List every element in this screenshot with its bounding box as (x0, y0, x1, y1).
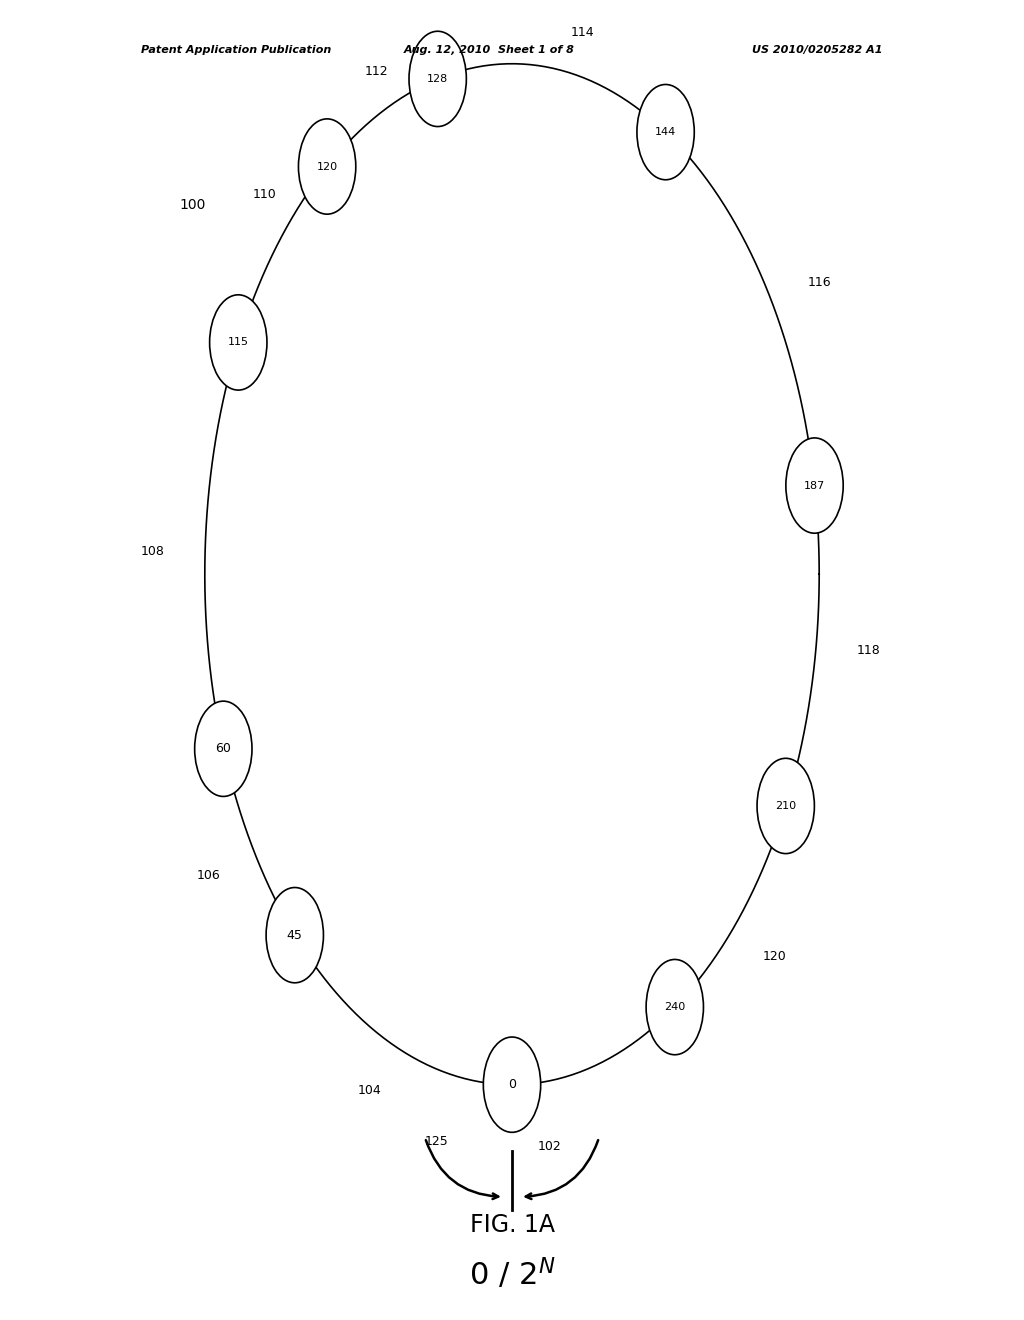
Ellipse shape (266, 887, 324, 983)
Text: 102: 102 (538, 1140, 561, 1154)
Ellipse shape (637, 84, 694, 180)
Text: 100: 100 (179, 198, 206, 211)
Text: 116: 116 (807, 276, 830, 289)
Ellipse shape (195, 701, 252, 796)
Ellipse shape (298, 119, 355, 214)
Text: 128: 128 (427, 74, 449, 84)
Text: Patent Application Publication: Patent Application Publication (141, 45, 332, 55)
Text: 210: 210 (775, 801, 797, 810)
Text: FIG. 1A: FIG. 1A (469, 1213, 555, 1237)
Ellipse shape (483, 1038, 541, 1133)
Text: 120: 120 (316, 161, 338, 172)
Text: 110: 110 (253, 187, 276, 201)
Ellipse shape (210, 294, 267, 391)
Text: 118: 118 (857, 644, 881, 657)
Text: US 2010/0205282 A1: US 2010/0205282 A1 (753, 45, 883, 55)
Text: 45: 45 (287, 929, 303, 941)
Ellipse shape (757, 758, 814, 854)
Text: 240: 240 (665, 1002, 685, 1012)
Text: $0\ /\ 2^N$: $0\ /\ 2^N$ (469, 1255, 555, 1291)
Text: 106: 106 (197, 869, 220, 882)
Text: 60: 60 (215, 742, 231, 755)
Text: 104: 104 (357, 1084, 382, 1097)
Text: 112: 112 (365, 65, 388, 78)
Text: 120: 120 (763, 950, 786, 962)
Text: 114: 114 (570, 26, 594, 40)
Ellipse shape (409, 32, 466, 127)
Text: 115: 115 (227, 338, 249, 347)
Text: 144: 144 (655, 127, 676, 137)
Text: 125: 125 (425, 1135, 449, 1148)
Text: 0: 0 (508, 1078, 516, 1092)
Text: 187: 187 (804, 480, 825, 491)
Ellipse shape (785, 438, 843, 533)
Text: 108: 108 (140, 545, 164, 558)
Ellipse shape (646, 960, 703, 1055)
Text: Aug. 12, 2010  Sheet 1 of 8: Aug. 12, 2010 Sheet 1 of 8 (404, 45, 574, 55)
